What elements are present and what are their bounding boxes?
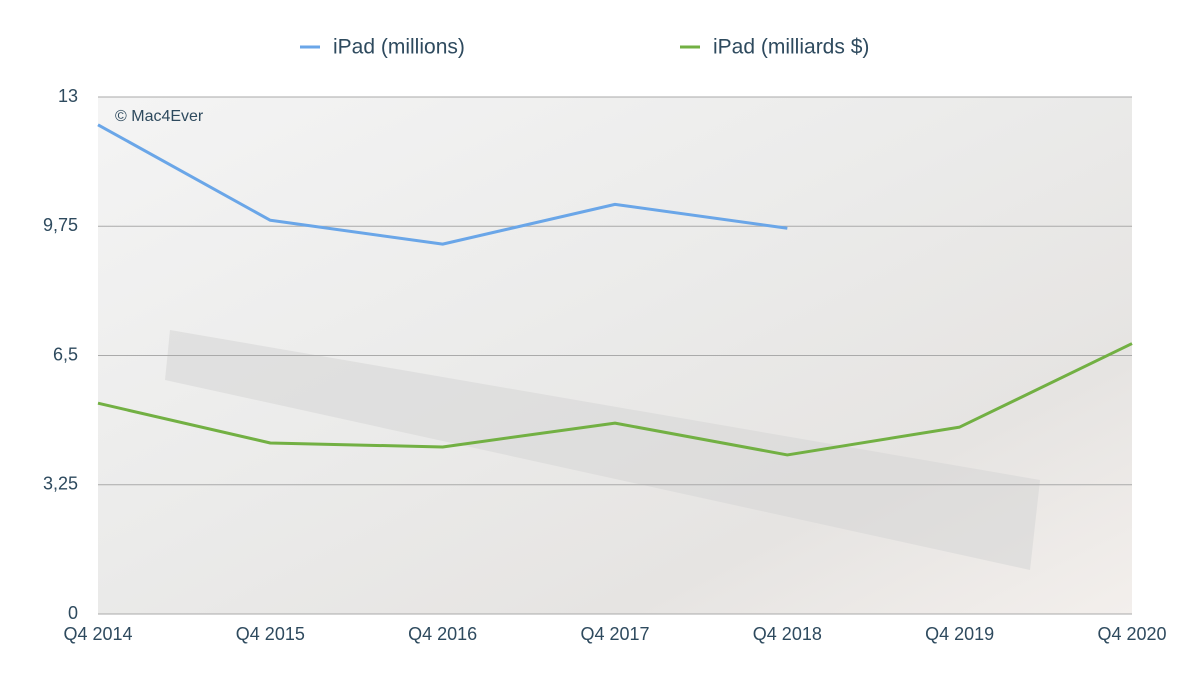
x-tick-label: Q4 2014 [63, 624, 132, 644]
y-tick-label: 13 [58, 86, 78, 106]
x-tick-label: Q4 2015 [236, 624, 305, 644]
line-series [97, 123, 788, 246]
x-tick-label: Q4 2019 [925, 624, 994, 644]
y-tick-label: 3,25 [43, 474, 78, 494]
y-tick-label: 0 [68, 603, 78, 623]
legend-label: iPad (milliards $) [713, 36, 869, 59]
y-tick-label: 9,75 [43, 215, 78, 235]
y-tick-label: 6,5 [53, 344, 78, 364]
legend-label: iPad (millions) [333, 36, 465, 59]
background-photo [165, 330, 1040, 570]
x-tick-label: Q4 2020 [1097, 624, 1166, 644]
x-tick-label: Q4 2016 [408, 624, 477, 644]
x-tick-label: Q4 2018 [753, 624, 822, 644]
x-tick-label: Q4 2017 [580, 624, 649, 644]
line-series [97, 342, 1133, 457]
watermark: © Mac4Ever [115, 108, 204, 125]
